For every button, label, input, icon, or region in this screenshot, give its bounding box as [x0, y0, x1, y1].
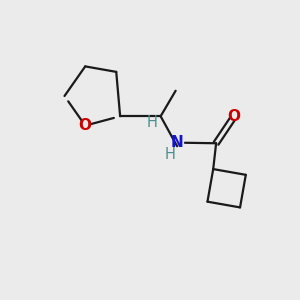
Text: H: H	[147, 115, 158, 130]
Text: N: N	[171, 135, 184, 150]
Text: H: H	[165, 147, 176, 162]
Text: O: O	[228, 109, 241, 124]
Text: O: O	[79, 118, 92, 133]
